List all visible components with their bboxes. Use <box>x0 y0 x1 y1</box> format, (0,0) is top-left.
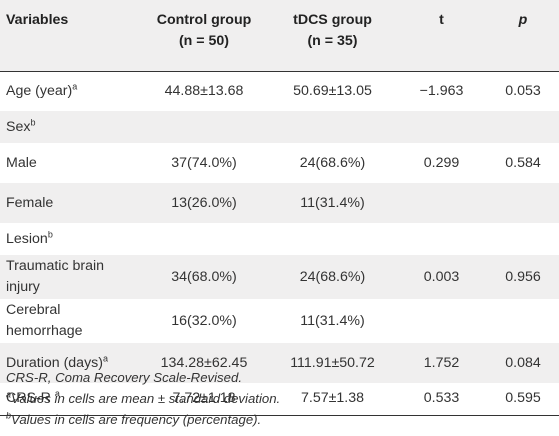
cell-t: −1.963 <box>419 82 464 99</box>
cell-t: 0.533 <box>396 383 487 416</box>
table-row: Age (year)a 44.88±13.68 50.69±13.05 −1.963 0… <box>0 71 559 111</box>
table-row: Sexb <box>0 111 559 143</box>
table-footnotes: CRS-R, Coma Recovery Scale-Revised. aVal… <box>6 367 280 430</box>
demographics-table: Variables Control group (n = 50) tDCS gro… <box>0 0 559 416</box>
footnote: aValues in cells are mean ± standard dev… <box>6 389 281 406</box>
cell-p: 0.053 <box>505 82 541 99</box>
cell-control: 34(68.0%) <box>171 268 237 285</box>
table-row: Lesionb <box>0 223 559 255</box>
cell-control: 16(32.0%) <box>171 312 237 329</box>
cell-variable: Duration (days)a <box>6 352 109 371</box>
cell-t: 0.299 <box>423 154 460 171</box>
cell-control: 134.28±62.45 <box>160 354 248 371</box>
cell-tdcs: 24(68.6%) <box>299 154 366 171</box>
cell-t: 1.752 <box>423 354 460 371</box>
cell-p <box>487 299 559 343</box>
cell-tdcs: 111.91±50.72 <box>290 354 375 371</box>
table-row: Male 37(74.0%) 24(68.6%) 0.299 0.584 <box>0 143 559 183</box>
cell-control <box>139 111 269 143</box>
cell-tdcs <box>269 111 396 143</box>
cell-variable: Lesionb <box>6 228 53 247</box>
cell-variable: CRS-R a <box>0 383 139 416</box>
cell-p: 0.584 <box>505 154 541 171</box>
cell-control: 13(26.0%) <box>171 194 237 211</box>
table-row: Duration (days)a 134.28±62.45 111.91±50.72… <box>0 343 559 383</box>
cell-p <box>487 183 559 223</box>
footnote: CRS-R, Coma Recovery Scale-Revised. <box>6 370 242 385</box>
header-tdcs-group: tDCS group (n = 35) <box>293 12 372 49</box>
header-p: p <box>518 12 528 28</box>
cell-tdcs: 7.57±1.38 <box>269 383 396 416</box>
footnote: bValues in cells are frequency (percenta… <box>6 410 262 427</box>
cell-p <box>487 111 559 143</box>
cell-t <box>396 183 487 223</box>
cell-variable: Age (year)a <box>6 81 78 99</box>
cell-tdcs: 11(31.4%) <box>300 312 365 329</box>
header-variables: Variables <box>6 12 69 28</box>
cell-p: 0.595 <box>487 383 559 416</box>
header-t: t <box>439 12 444 28</box>
cell-variable: Female <box>6 194 54 211</box>
cell-t: 0.003 <box>423 268 460 285</box>
cell-t <box>396 223 487 255</box>
cell-variable: Male <box>6 154 37 171</box>
cell-variable: Sexb <box>6 116 36 135</box>
cell-control: 37(74.0%) <box>171 154 237 171</box>
table-row: Female 13(26.0%) 11(31.4%) <box>0 183 559 223</box>
cell-control <box>139 223 269 255</box>
cell-t <box>396 111 487 143</box>
table-row: CRS-R a 7.72±1.18 7.57±1.38 0.533 0.595 <box>0 383 559 416</box>
table-row: Traumatic brain injury 34(68.0%) 24(68.6%) 0… <box>0 255 559 299</box>
cell-p <box>487 223 559 255</box>
cell-tdcs: 11(31.4%) <box>300 194 365 211</box>
cell-t <box>396 299 487 343</box>
cell-tdcs: 24(68.6%) <box>299 268 366 285</box>
cell-control: 7.72±1.18 <box>139 383 269 416</box>
cell-variable: Cerebral hemorrhage <box>6 302 83 339</box>
cell-tdcs: 50.69±13.05 <box>293 82 372 99</box>
table-row: Cerebral hemorrhage 16(32.0%) 11(31.4%) <box>0 299 559 343</box>
header-control-group: Control group (n = 50) <box>156 12 252 49</box>
cell-variable: Traumatic brain injury <box>6 258 105 295</box>
cell-control: 44.88±13.68 <box>164 82 244 99</box>
cell-tdcs <box>269 223 396 255</box>
cell-p: 0.084 <box>505 354 541 371</box>
table-header-row: Variables Control group (n = 50) tDCS gro… <box>0 0 559 71</box>
cell-p: 0.956 <box>505 268 541 285</box>
